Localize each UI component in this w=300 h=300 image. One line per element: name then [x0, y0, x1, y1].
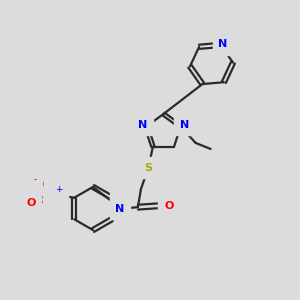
Text: +: + [55, 185, 62, 194]
Text: N: N [115, 204, 124, 214]
Text: N: N [138, 120, 147, 130]
Text: N: N [180, 120, 189, 130]
Text: N: N [49, 189, 58, 199]
Text: O: O [35, 180, 44, 190]
Text: O: O [164, 201, 173, 211]
Text: N: N [218, 39, 227, 49]
Text: -: - [33, 175, 36, 184]
Text: S: S [144, 163, 152, 172]
Text: H: H [116, 198, 122, 207]
Text: O: O [26, 198, 35, 208]
